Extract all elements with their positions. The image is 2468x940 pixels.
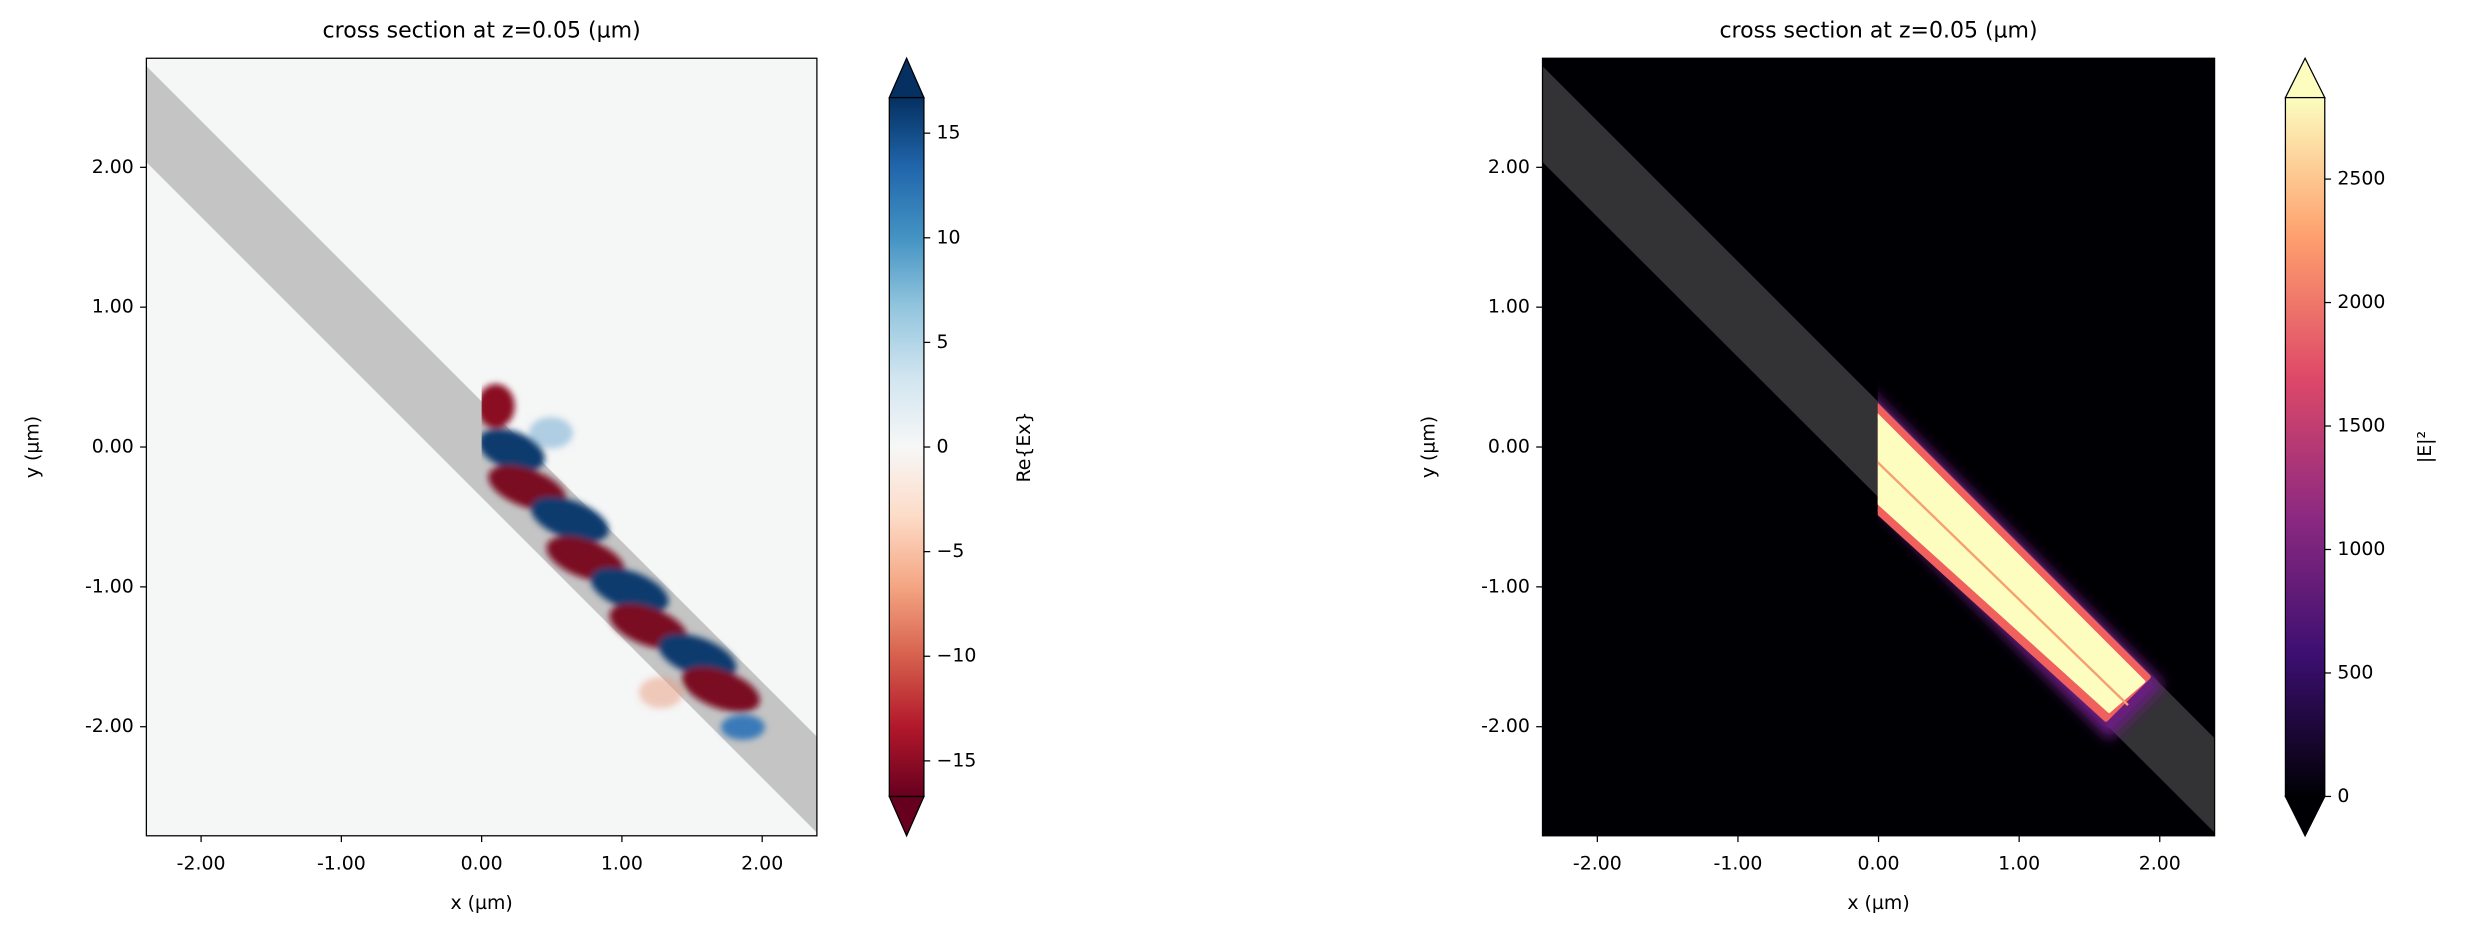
- colorbar-tick-label: 2500: [2337, 168, 2385, 190]
- y-tick-label: -2.00: [85, 715, 134, 737]
- y-axis-label: y (µm): [22, 416, 44, 478]
- colorbar-tick-label: −10: [937, 645, 977, 667]
- x-tick-label: -1.00: [1714, 853, 1763, 875]
- colorbar-tick-label: 500: [2337, 661, 2373, 683]
- y-tick-label: -1.00: [85, 575, 134, 597]
- chart-title: cross section at z=0.05 (µm): [323, 18, 641, 43]
- x-axis-label: x (µm): [450, 892, 512, 914]
- colorbar-tick-label: 0: [937, 436, 949, 458]
- colorbar-tick-label: 1000: [2337, 538, 2385, 560]
- colorbar-tick-label: −5: [937, 540, 965, 562]
- colorbar-tick-label: 1500: [2337, 415, 2385, 437]
- colorbar-extend-bottom: [2284, 795, 2326, 838]
- chart-title: cross section at z=0.05 (µm): [1719, 18, 2037, 43]
- x-tick-label: 1.00: [1998, 853, 2040, 875]
- y-tick-label: -2.00: [1481, 715, 1530, 737]
- x-tick-label: 1.00: [601, 853, 643, 875]
- x-tick-label: 0.00: [461, 853, 503, 875]
- x-axis-label: x (µm): [1847, 892, 1909, 914]
- x-tick-label: -2.00: [1573, 853, 1622, 875]
- colorbar-tick-label: 2000: [2337, 291, 2385, 313]
- colorbar: [2284, 96, 2326, 798]
- colorbar-extend-top: [888, 56, 925, 99]
- y-tick-label: 1.00: [92, 296, 134, 318]
- x-tick-label: 2.00: [741, 853, 783, 875]
- field-image: [146, 58, 817, 836]
- x-tick-label: 0.00: [1858, 853, 1900, 875]
- colorbar-tick-label: 0: [2337, 785, 2349, 807]
- intensity-image: [1542, 58, 2215, 836]
- y-tick-label: 1.00: [1488, 296, 1530, 318]
- colorbar-tick-label: 5: [937, 331, 949, 353]
- colorbar-extend-bottom: [888, 795, 925, 838]
- x-tick-label: -2.00: [177, 853, 226, 875]
- y-tick-label: 0.00: [1488, 436, 1530, 458]
- colorbar-tick-label: −15: [937, 749, 977, 771]
- colorbar-label: |E|²: [2414, 431, 2436, 463]
- colorbar-tick-label: 10: [937, 226, 961, 248]
- x-tick-label: -1.00: [317, 853, 366, 875]
- y-tick-label: 2.00: [1488, 156, 1530, 178]
- y-tick-label: 2.00: [92, 156, 134, 178]
- y-axis-label: y (µm): [1418, 416, 1440, 478]
- x-tick-label: 2.00: [2139, 853, 2181, 875]
- colorbar-label: Re{Ex}: [1013, 412, 1035, 483]
- y-tick-label: -1.00: [1481, 575, 1530, 597]
- colorbar: [888, 96, 925, 798]
- colorbar-tick-label: 15: [937, 122, 961, 144]
- colorbar-extend-top: [2284, 56, 2326, 99]
- y-tick-label: 0.00: [92, 436, 134, 458]
